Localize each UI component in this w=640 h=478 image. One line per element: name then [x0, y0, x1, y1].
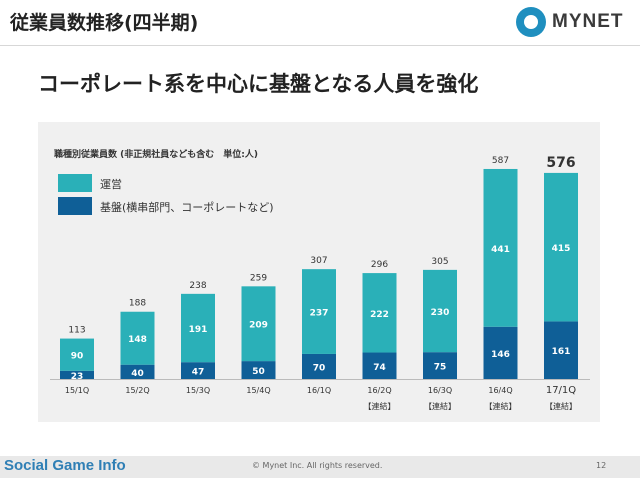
total-label-16/3Q: 305 — [431, 257, 448, 267]
logo-ring-icon — [516, 7, 546, 37]
bar-operations-15/2Q — [120, 311, 155, 365]
page-title: 従業員数推移(四半期) — [10, 12, 199, 34]
label-foundation-15/4Q: 50 — [252, 367, 265, 377]
label-operations-15/3Q: 191 — [189, 325, 208, 335]
legend-swatch-foundation — [58, 197, 92, 215]
label-operations-15/4Q: 209 — [249, 321, 268, 331]
label-operations-16/4Q: 441 — [491, 245, 510, 255]
label-foundation-16/3Q: 75 — [434, 363, 447, 373]
tick-label-16/3Q: 16/3Q — [428, 386, 452, 395]
bar-operations-16/1Q — [302, 269, 336, 354]
label-foundation-16/4Q: 146 — [491, 350, 510, 360]
legend-foundation: 基盤(横串部門、コーポレートなど) — [58, 197, 318, 217]
page-number: 12 — [596, 461, 607, 470]
bar-foundation-15/4Q — [241, 361, 276, 379]
tick-label-15/1Q: 15/1Q — [65, 386, 89, 395]
total-label-16/1Q: 307 — [310, 256, 327, 266]
total-label-15/4Q: 259 — [250, 273, 267, 283]
bar-operations-16/4Q — [483, 168, 518, 327]
total-label-15/3Q: 238 — [189, 281, 206, 291]
tick-label-17/1Q: 17/1Q — [546, 385, 576, 396]
footer-source-logo: Social Game Info — [4, 457, 126, 474]
bar-foundation-16/4Q — [483, 326, 518, 379]
tick-note-17/1Q: 【連結】 — [545, 401, 577, 411]
tick-label-16/4Q: 16/4Q — [488, 386, 512, 395]
logo-text: MYNET — [552, 11, 624, 32]
footer-copyright: © Mynet Inc. All rights reserved. — [252, 461, 383, 470]
legend-label-foundation: 基盤(横串部門、コーポレートなど) — [100, 201, 274, 214]
label-operations-15/2Q: 148 — [128, 335, 147, 345]
tick-note-16/4Q: 【連結】 — [485, 401, 517, 411]
company-logo: MYNET — [516, 6, 634, 38]
bar-foundation-15/3Q — [181, 362, 215, 379]
label-foundation-15/3Q: 47 — [192, 368, 205, 378]
bar-operations-15/1Q — [60, 338, 94, 371]
tick-label-16/2Q: 16/2Q — [367, 386, 391, 395]
bar-operations-15/3Q — [181, 293, 215, 363]
label-operations-16/1Q: 237 — [310, 309, 329, 319]
label-operations-15/1Q: 90 — [71, 352, 84, 362]
header-bar: 従業員数推移(四半期) MYNET — [0, 0, 640, 46]
label-foundation-15/2Q: 40 — [131, 369, 144, 379]
label-foundation-16/1Q: 70 — [313, 363, 326, 373]
tick-label-15/3Q: 15/3Q — [186, 386, 210, 395]
bar-foundation-16/1Q — [302, 353, 336, 379]
label-operations-17/1Q: 415 — [552, 244, 571, 254]
tick-label-15/2Q: 15/2Q — [125, 386, 149, 395]
label-operations-16/2Q: 222 — [370, 310, 389, 320]
bar-foundation-15/1Q — [60, 370, 94, 379]
total-label-15/2Q: 188 — [129, 299, 146, 309]
legend-label-operations: 運営 — [100, 178, 122, 191]
bar-foundation-17/1Q — [544, 321, 578, 379]
total-label-17/1Q: 576 — [546, 155, 575, 171]
tick-note-16/2Q: 【連結】 — [364, 401, 396, 411]
chart-note: 職種別従業員数 (非正規社員なども含む 単位:人) — [54, 150, 258, 160]
tick-label-15/4Q: 15/4Q — [246, 386, 270, 395]
total-label-16/2Q: 296 — [371, 260, 388, 270]
bar-operations-16/2Q — [362, 273, 397, 353]
total-label-16/4Q: 587 — [492, 156, 509, 166]
legend-operations: 運営 — [58, 174, 318, 194]
label-foundation-16/2Q: 74 — [373, 363, 386, 373]
total-label-15/1Q: 113 — [68, 326, 85, 336]
bar-operations-17/1Q — [544, 172, 578, 322]
legend-swatch-operations — [58, 174, 92, 192]
tick-label-16/1Q: 16/1Q — [307, 386, 331, 395]
label-foundation-15/1Q: 23 — [71, 372, 84, 382]
bar-foundation-15/2Q — [120, 364, 155, 379]
bar-foundation-16/2Q — [362, 352, 397, 379]
slide-subtitle: コーポレート系を中心に基盤となる人員を強化 — [38, 72, 479, 96]
bar-foundation-16/3Q — [423, 352, 457, 379]
label-operations-16/3Q: 230 — [431, 308, 450, 318]
bar-operations-15/4Q — [241, 286, 276, 362]
bar-operations-16/3Q — [423, 269, 457, 353]
label-foundation-17/1Q: 161 — [552, 347, 571, 357]
footer-bar: Social Game Info © Mynet Inc. All rights… — [0, 456, 640, 478]
tick-note-16/3Q: 【連結】 — [424, 401, 456, 411]
